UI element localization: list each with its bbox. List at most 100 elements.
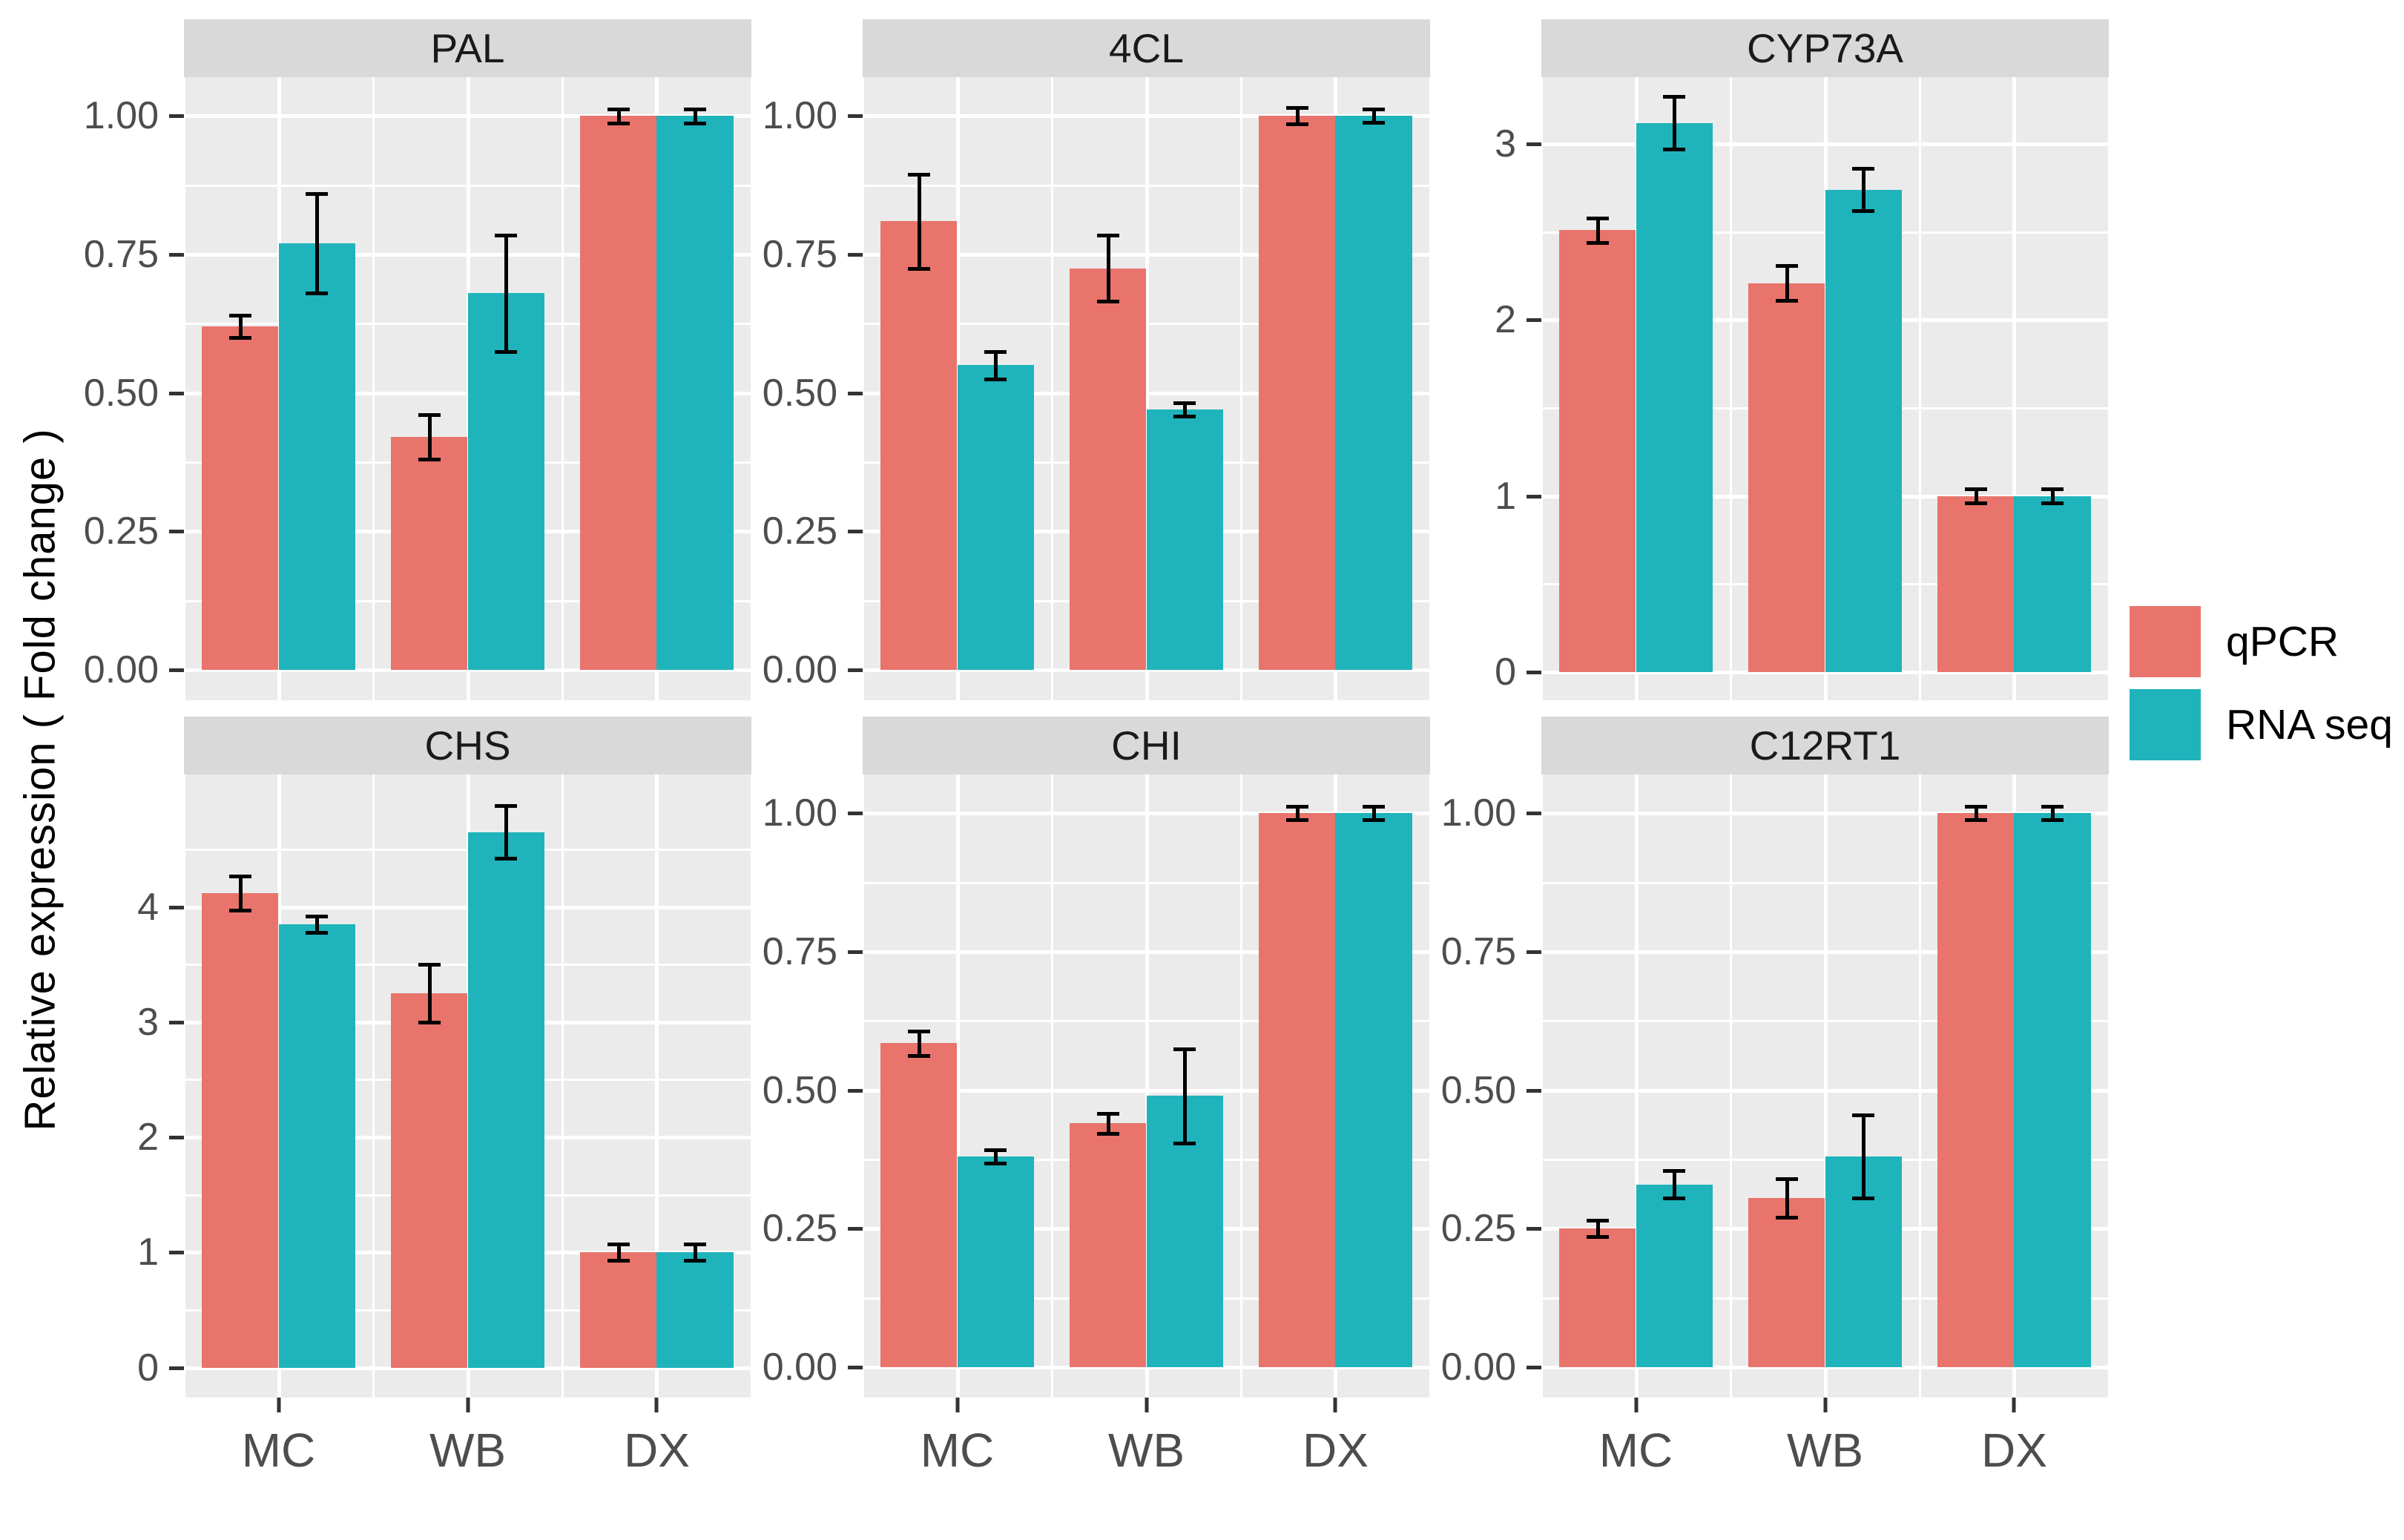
legend-label: qPCR [2226,618,2339,665]
facet-title: PAL [184,19,751,77]
bar-rnaseq-dx [2014,496,2091,673]
error-bar-line [994,1150,998,1164]
error-bar-cap [684,121,707,125]
error-bar-cap [1586,1235,1609,1240]
gridline-major-vertical [1823,774,1828,1398]
x-tick-label-dx: DX [1981,1424,2047,1477]
error-bar-line [694,1244,698,1261]
plot-area-c12rt1 [1541,774,2109,1398]
error-bar-line [1183,1048,1188,1143]
error-bar-cap [1173,1141,1196,1145]
error-bar-cap [684,107,707,111]
y-tick-label: 0.00 [1440,1345,1516,1389]
x-tick-label-dx: DX [624,1424,690,1477]
gridline-minor-vertical [1541,77,1543,700]
facet-chs: 0 1 2 3 4 CHS MC WB DX [73,717,751,1510]
y-tick-mark [1527,1088,1541,1093]
error-bar-cap [1285,122,1308,127]
bar-qpcr-wb [391,993,468,1368]
y-axis-title: Relative expression ( Fold change ) [16,428,65,1131]
plot-area-cyp73a [1541,77,2109,700]
x-tick-mark [955,1398,959,1412]
error-bar-line [1862,168,1866,211]
gridline-minor-vertical [2108,77,2109,700]
error-bar-cap [418,963,441,967]
error-bar-cap [1363,121,1386,125]
y-axis-pal: 0.00 0.25 0.50 0.75 1.00 [73,19,184,717]
y-tick-label: 0.75 [1440,929,1516,973]
facet-column: CHI MC WB DX [863,717,1430,1510]
gridline-major-vertical [655,774,659,1398]
y-tick-label: 0.75 [762,929,837,973]
error-bar-cap [1663,95,1686,99]
error-bar-cap [1586,241,1609,246]
gridline-major-vertical [1145,77,1149,700]
y-tick-label: 0 [137,1346,159,1389]
error-bar-cap [984,377,1007,381]
error-bar-cap [418,1020,441,1024]
error-bar-cap [907,172,930,177]
error-bar-cap [607,121,630,125]
y-tick-label: 1 [1495,474,1516,518]
y-tick-label: 0.00 [762,1345,837,1389]
facet-title: CYP73A [1541,19,2109,77]
bar-qpcr-mc [880,221,958,670]
y-tick-label: 0.75 [762,232,837,276]
bar-rnaseq-dx [2014,813,2091,1367]
x-axis-chi: MC WB DX [863,1398,1430,1494]
gridline-minor-vertical [562,77,564,700]
y-tick-label: 0.25 [762,510,837,553]
error-bar-cap [1096,300,1119,304]
error-bar-line [1785,265,1789,301]
y-tick-label: 0.00 [83,648,159,691]
y-axis-chi: 0.00 0.25 0.50 0.75 1.00 [751,717,863,1510]
error-bar-cap [607,107,630,111]
x-axis-chs: MC WB DX [184,1398,751,1494]
error-bar-cap [306,914,329,918]
error-bar-cap [1964,805,1987,809]
y-tick-mark [169,1020,184,1024]
error-bar-cap [306,930,329,935]
error-bar-cap [907,266,930,271]
error-bar-cap [228,874,251,878]
bar-rnaseq-mc [278,243,355,670]
error-bar-cap [228,335,251,340]
facet-title: CHS [184,717,751,774]
x-tick-mark [1145,1398,1148,1412]
error-bar-cap [907,1029,930,1033]
x-tick-label-wb: WB [429,1424,507,1477]
x-tick-label-wb: WB [1107,1424,1185,1477]
bar-qpcr-dx [580,116,657,670]
facet-column: PAL [184,19,751,717]
bar-rnaseq-wb [467,832,544,1368]
error-bar-cap [1775,263,1798,268]
gridline-minor-vertical [562,774,564,1398]
error-bar-line [427,415,432,460]
error-bar-line [2051,489,2055,504]
y-tick-mark [848,1088,863,1093]
bar-qpcr-mc [202,326,279,670]
gridline-minor-vertical [1240,774,1242,1398]
plot-area-4cl [863,77,1430,700]
error-bar-cap [684,1243,707,1247]
y-tick-label: 2 [137,1116,159,1159]
bar-qpcr-wb [391,437,468,670]
error-bar-cap [1852,209,1875,214]
gridline-minor-vertical [372,774,375,1398]
bar-rnaseq-wb [467,293,544,670]
y-tick-label: 4 [137,885,159,929]
bar-qpcr-mc [880,1043,958,1367]
x-tick-mark [466,1398,470,1412]
error-bar-cap [2041,818,2064,823]
gridline-major-vertical [1145,774,1149,1398]
y-tick-mark [169,668,184,672]
gridline-minor-vertical [2108,774,2109,1398]
y-tick-mark [848,391,863,395]
facet-title: 4CL [863,19,1430,77]
error-bar-line [994,351,998,379]
error-bar-line [1106,1113,1110,1133]
y-tick-label: 1.00 [1440,792,1516,835]
error-bar-line [616,108,621,123]
plot-area-chs [184,774,751,1398]
error-bar-cap [1173,401,1196,406]
